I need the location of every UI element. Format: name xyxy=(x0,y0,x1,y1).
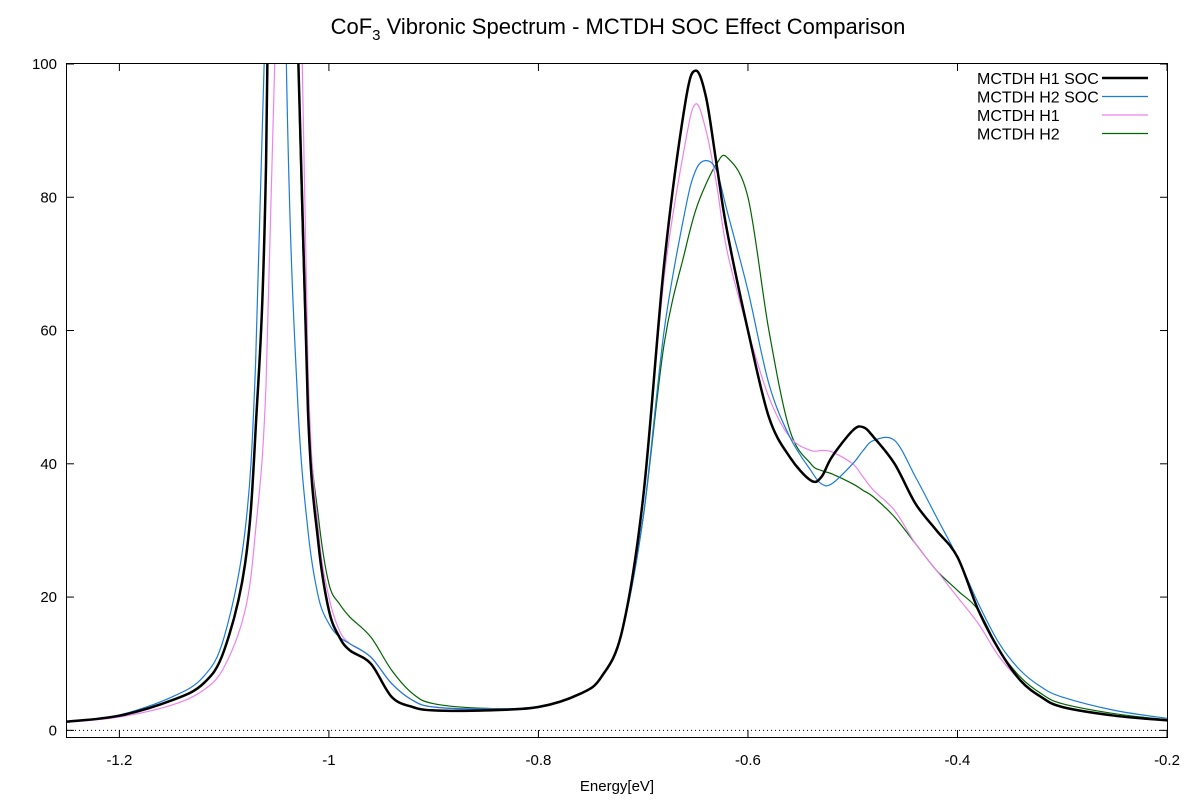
chart-title-rest: Vibronic Spectrum - MCTDH SOC Effect Com… xyxy=(381,14,906,39)
y-tick-label: 0 xyxy=(49,722,57,739)
x-tick-label: -0.6 xyxy=(735,752,761,769)
series-line-0 xyxy=(67,64,1167,723)
chart-title: CoF3 Vibronic Spectrum - MCTDH SOC Effec… xyxy=(331,14,906,44)
y-tick-label: 60 xyxy=(40,323,57,340)
x-tick-label: -0.8 xyxy=(525,752,551,769)
y-tick-label: 20 xyxy=(40,589,57,606)
legend-label: MCTDH H1 xyxy=(977,108,1060,125)
x-tick-label: -1.2 xyxy=(106,752,132,769)
legend-label: MCTDH H1 SOC xyxy=(977,71,1099,88)
x-axis-ticks: -1.2 -1 -0.8 -0.6 -0.4 -0.2 xyxy=(106,64,1180,769)
legend-label: MCTDH H2 xyxy=(977,127,1060,144)
chart-title-subscript: 3 xyxy=(372,27,380,44)
series-group xyxy=(67,64,1167,723)
y-tick-label: 40 xyxy=(40,456,57,473)
chart-title-main: CoF xyxy=(331,14,373,39)
x-tick-label: -0.2 xyxy=(1154,752,1180,769)
x-tick-label: -1 xyxy=(322,752,335,769)
y-axis-ticks: 0 20 40 60 80 100 xyxy=(32,56,1167,739)
x-tick-label: -0.4 xyxy=(945,752,971,769)
y-tick-label: 100 xyxy=(32,56,57,73)
legend-label: MCTDH H2 SOC xyxy=(977,90,1099,107)
plot-frame xyxy=(66,63,1168,738)
y-tick-label: 80 xyxy=(40,189,57,206)
x-axis-label: Energy[eV] xyxy=(580,778,654,795)
